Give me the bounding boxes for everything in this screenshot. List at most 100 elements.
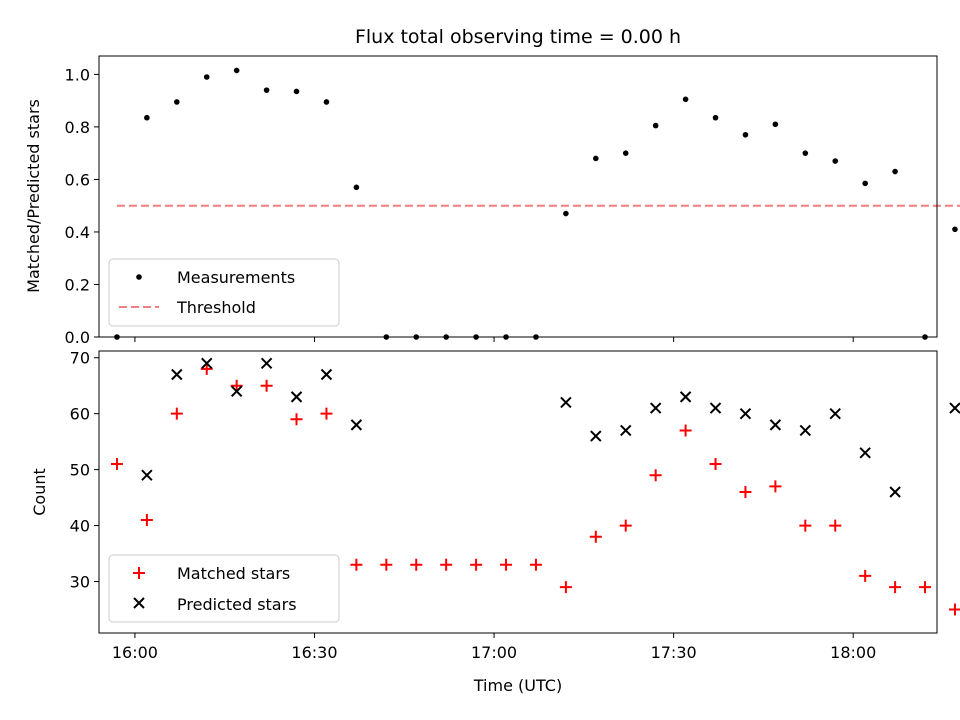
measurement-point: [742, 131, 749, 138]
legend-matched-label: Matched stars: [177, 564, 290, 583]
ratio-panel-ticks: 0.0 0.2 0.4 0.6 0.8 1.0: [65, 65, 854, 347]
legend-box: [108, 554, 340, 623]
legend-threshold-label: Threshold: [176, 298, 256, 317]
measurement-point: [593, 155, 599, 162]
ratio-ytick-label: 0.4: [65, 223, 90, 242]
ratio-ytick-label: 1.0: [65, 65, 90, 84]
matched-star-point: [948, 603, 960, 616]
matched-star-point: [649, 469, 662, 482]
predicted-stars-points: [141, 357, 960, 498]
count-panel-ticks: 30 40 50 60 70 16:00 16:30 17:00 17:30 18:00: [70, 349, 877, 662]
predicted-star-point: [949, 402, 960, 414]
predicted-star-point: [350, 419, 363, 431]
measurement-point: [892, 168, 898, 175]
count-ytick-label: 40: [70, 517, 90, 536]
predicted-star-point: [799, 424, 812, 437]
predicted-star-point: [679, 391, 692, 403]
matched-star-point: [529, 558, 542, 571]
matched-star-point: [889, 581, 902, 594]
measurement-point: [952, 226, 958, 233]
matched-star-point: [410, 558, 423, 571]
count-panel: 30 40 50 60 70 16:00 16:30 17:00 17:30 18:00 Coun…: [30, 349, 960, 695]
ratio-panel: 0.0 0.2 0.4 0.6 0.8 1.0 Matched/Predicted sta…: [24, 55, 960, 347]
count-xtick-label: 17:00: [471, 643, 517, 662]
measurement-point: [233, 67, 240, 74]
predicted-star-point: [320, 368, 333, 381]
matched-star-point: [739, 486, 752, 498]
matched-star-point: [170, 407, 183, 420]
count-panel-xlabel: Time (UTC): [473, 676, 562, 695]
ratio-panel-ylabel: Matched/Predicted stars: [24, 99, 43, 293]
measurement-point: [652, 122, 659, 129]
measurement-point: [144, 114, 150, 121]
count-panel-ylabel: Count: [30, 468, 49, 516]
matched-star-point: [260, 379, 273, 392]
matched-star-point: [380, 558, 393, 571]
measurement-point: [293, 88, 300, 95]
measurement-point: [772, 121, 779, 128]
matched-star-point: [589, 530, 602, 543]
matched-star-point: [829, 519, 842, 532]
chart-title: Flux total observing time = 0.00 h: [355, 26, 681, 48]
legend-predicted-marker: [133, 597, 145, 609]
count-xtick-label: 17:30: [651, 643, 697, 662]
measurement-point: [712, 114, 719, 121]
measurement-point: [622, 150, 629, 156]
ratio-ytick-label: 0.8: [65, 118, 90, 137]
predicted-star-point: [709, 402, 722, 414]
measurement-point: [203, 74, 210, 80]
predicted-star-point: [260, 357, 273, 370]
measurement-point: [323, 99, 330, 105]
matched-star-point: [200, 362, 213, 375]
matched-star-point: [619, 519, 632, 532]
ratio-panel-frame: [98, 55, 938, 338]
legend-measurements-label: Measurements: [177, 268, 295, 287]
matched-star-point: [859, 569, 872, 582]
count-panel-legend: Matched stars Predicted stars: [108, 554, 340, 623]
predicted-star-point: [769, 419, 782, 431]
count-xtick-label: 16:30: [291, 643, 337, 662]
ratio-ytick-label: 0.0: [65, 328, 90, 347]
matched-star-point: [140, 513, 153, 526]
predicted-star-point: [649, 402, 662, 414]
matched-star-point: [799, 519, 812, 532]
predicted-star-point: [230, 385, 243, 397]
predicted-star-point: [829, 407, 841, 420]
matched-star-point: [110, 458, 123, 471]
ratio-ytick-label: 0.2: [65, 275, 90, 294]
predicted-star-point: [620, 424, 632, 437]
predicted-star-point: [560, 396, 572, 409]
legend-measurements-marker: [136, 274, 142, 280]
matched-star-point: [919, 581, 932, 594]
matched-star-point: [350, 558, 363, 571]
measurement-point: [832, 158, 839, 164]
predicted-star-point: [859, 447, 871, 459]
count-ytick-label: 50: [70, 461, 90, 480]
predicted-star-point: [889, 486, 901, 498]
matched-star-point: [230, 379, 243, 392]
count-xtick-label: 16:00: [112, 643, 158, 662]
predicted-star-point: [171, 368, 183, 381]
count-panel-frame: [98, 350, 938, 634]
count-ytick-label: 70: [70, 349, 90, 368]
matched-star-point: [559, 581, 572, 594]
predicted-star-point: [590, 430, 602, 442]
measurement-point: [862, 180, 868, 187]
predicted-star-point: [201, 357, 213, 370]
matched-star-point: [320, 407, 333, 420]
count-ytick-label: 30: [70, 573, 90, 592]
measurement-point: [563, 210, 569, 217]
measurement-point: [353, 184, 360, 191]
measurement-point: [174, 99, 180, 105]
legend-predicted-label: Predicted stars: [177, 595, 297, 614]
legend-matched-marker: [133, 567, 145, 579]
matched-star-point: [769, 480, 782, 493]
matched-star-point: [709, 458, 722, 471]
predicted-star-point: [739, 407, 752, 420]
matched-star-point: [290, 413, 303, 426]
matched-stars-points: [110, 362, 960, 616]
predicted-star-point: [290, 391, 303, 403]
measurement-point: [263, 87, 270, 93]
measurement-point: [682, 96, 689, 103]
